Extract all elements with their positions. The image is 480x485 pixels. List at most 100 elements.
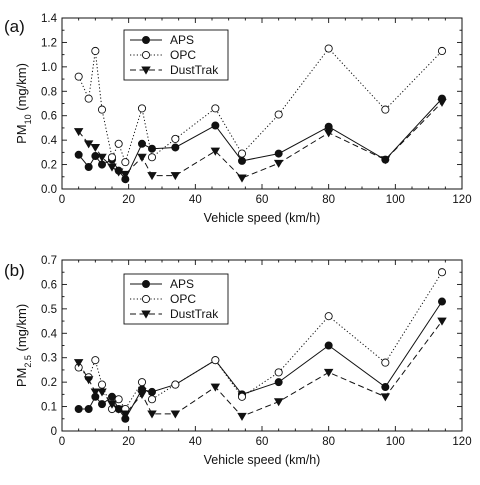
panel-a-series-line-dusttrak	[78, 101, 443, 179]
panel-a-data-point-opc	[121, 158, 130, 167]
panel-a-x-axis-label: Vehicle speed (km/h)	[204, 211, 321, 225]
panel-a-data-point-opc	[114, 139, 123, 148]
panel-b-data-point-opc	[137, 378, 147, 387]
panel-a-label: (a)	[4, 17, 25, 36]
panel-a-xtick-label: 120	[452, 194, 471, 206]
panel-b-ytick-label: 0.7	[41, 255, 57, 267]
panel-a-data-point-dusttrak	[323, 129, 334, 138]
panel-b-data-point-dusttrak	[120, 410, 131, 419]
panel-b-data-point-dusttrak	[73, 359, 84, 368]
panel-a-data-point-aps	[211, 121, 220, 130]
panel-a-data-point-dusttrak	[73, 128, 84, 137]
panel-a-data-point-aps	[98, 160, 107, 169]
panel-b-ytick-label: 0.1	[41, 402, 57, 414]
panel-a-xtick-label: 100	[386, 194, 405, 206]
panel-a-ytick-label: 1.4	[41, 13, 58, 25]
panel-b-series-line-dusttrak	[78, 320, 443, 417]
panel-a-data-point-opc	[324, 44, 333, 53]
panel-b-legend-label-dusttrak: DustTrak	[170, 307, 219, 321]
panel-a-data-point-dusttrak	[137, 153, 147, 162]
panel-a-data-point-aps	[147, 144, 156, 153]
panel-a-legend-marker-opc	[141, 50, 151, 60]
panel-b-data-point-dusttrak	[97, 388, 107, 397]
panel-b-data-point-opc	[237, 392, 247, 401]
panel-a-data-point-opc	[137, 104, 147, 113]
panel-b-series-line-aps	[78, 301, 443, 420]
panel-a-data-point-aps	[137, 139, 146, 148]
panel-b-data-point-opc	[114, 395, 123, 404]
panel-a-data-point-opc	[381, 105, 390, 114]
panel-b-data-point-opc	[437, 268, 447, 277]
panel-a-data-point-aps	[274, 149, 283, 158]
panel-a-ytick-label: 0.6	[41, 111, 57, 123]
panel-b-data-point-aps	[381, 383, 390, 392]
panel-a-data-point-dusttrak	[90, 144, 101, 153]
panel-a-xtick-label: 0	[59, 194, 65, 206]
panel-b-data-point-aps	[98, 400, 107, 409]
panel-b-xtick-label: 100	[386, 436, 405, 448]
panel-a-data-point-dusttrak	[380, 156, 391, 165]
panel-b-data-point-dusttrak	[113, 405, 124, 414]
panel-b-data-point-aps	[74, 405, 83, 414]
panel-a-data-point-opc	[171, 134, 180, 143]
panel-b-data-point-dusttrak	[437, 317, 447, 326]
panel-b-data-point-opc	[171, 380, 180, 389]
panel-b-xtick-label: 40	[189, 436, 202, 448]
panel-b-legend-marker-aps	[141, 279, 150, 288]
panel-b-data-point-aps	[84, 405, 93, 414]
panel-b-data-point-aps	[274, 378, 283, 387]
panel-a-data-point-opc	[74, 72, 83, 81]
panel-a-data-point-dusttrak	[147, 172, 157, 181]
panel-b-data-point-dusttrak	[323, 368, 334, 377]
panel-a-data-point-aps	[91, 152, 100, 161]
panel-b-y-axis-label: PM2.5 (mg/km)	[14, 304, 33, 387]
panel-b-ytick-label: 0.2	[41, 377, 57, 389]
panel-a-xtick-label: 80	[322, 194, 335, 206]
panel-a-data-point-opc	[107, 153, 117, 162]
panel-b-xtick-label: 0	[59, 436, 65, 448]
panel-b-legend-label-opc: OPC	[170, 292, 196, 306]
panel-b-legend-label-aps: APS	[170, 277, 194, 291]
panel-a-data-point-opc	[91, 46, 100, 56]
panel-b-data-point-dusttrak	[83, 376, 94, 385]
panel-a-data-point-opc	[437, 46, 447, 56]
panel-b-data-point-opc	[97, 380, 107, 389]
panel-a-group: (a) 0 20 40 60 80 100 120 0.0 0.2 0.4 0.6 0.8 1.0 1.2 1…	[4, 13, 472, 225]
panel-b-ytick-label: 0.4	[41, 328, 58, 340]
panel-b-data-point-opc	[147, 395, 157, 404]
panel-a-data-point-opc	[237, 149, 247, 158]
panel-b-data-point-opc	[91, 356, 100, 365]
panel-b-data-point-aps	[108, 392, 117, 401]
panel-a-data-point-opc	[274, 110, 283, 119]
panel-b-ytick-label: 0.5	[41, 304, 57, 316]
panel-b-data-point-dusttrak	[147, 410, 157, 419]
panel-a-xtick-label: 20	[122, 194, 135, 206]
panel-b-data-point-opc	[381, 358, 390, 367]
panel-a-ytick-label: 0.8	[41, 86, 57, 98]
panel-b-label: (b)	[4, 261, 25, 280]
panel-a-legend-marker-dusttrak	[141, 66, 151, 75]
panel-a-data-point-opc	[147, 153, 157, 162]
panel-b-data-point-dusttrak	[380, 393, 391, 402]
panel-a-data-point-dusttrak	[97, 153, 107, 162]
panel-b-ytick-label: 0.3	[41, 353, 57, 365]
panel-a-legend-marker-aps	[141, 36, 150, 45]
panel-b-data-point-dusttrak	[107, 400, 117, 409]
panel-a-data-point-aps	[324, 122, 333, 131]
panel-a-ytick-label: 0.4	[41, 135, 58, 147]
panel-b-xtick-label: 60	[256, 436, 269, 448]
panel-a-series-line-aps	[78, 98, 443, 181]
panel-a-data-point-aps	[84, 163, 93, 172]
panel-a-ytick-label: 1.0	[41, 62, 57, 74]
panel-b-data-point-dusttrak	[170, 410, 181, 419]
panel-a-data-point-dusttrak	[210, 147, 221, 156]
panel-b-data-point-aps	[324, 341, 333, 350]
panel-a-data-point-aps	[74, 150, 83, 159]
panel-a-data-point-dusttrak	[170, 172, 181, 181]
panel-b-xtick-label: 20	[122, 436, 135, 448]
panel-b-ytick-label: 0	[51, 426, 57, 438]
panel-b-data-point-dusttrak	[137, 390, 147, 399]
panel-b-data-point-opc	[274, 368, 283, 377]
panel-b-data-point-opc	[324, 312, 333, 321]
panel-a-ytick-label: 1.2	[41, 37, 57, 49]
